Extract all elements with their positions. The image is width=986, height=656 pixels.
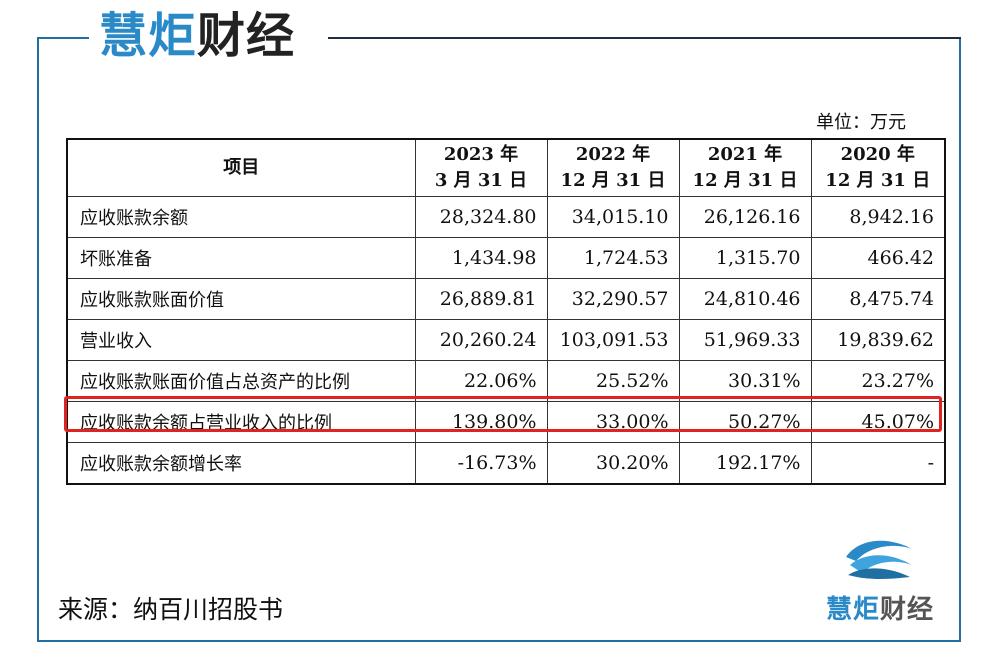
frame-top-line-right — [328, 37, 961, 39]
table-cell: - — [810, 442, 946, 485]
table-row: 应收账款余额增长率 -16.73% 30.20% 192.17% - — [66, 442, 946, 485]
table-cell: -16.73% — [414, 442, 548, 485]
table-cell: 30.31% — [678, 360, 812, 402]
table-cell: 8,475.74 — [810, 278, 946, 320]
table-cell: 28,324.80 — [414, 196, 548, 238]
footer-logo: 慧炬财经 — [810, 535, 950, 626]
row-label: 应收账款余额占营业收入的比例 — [66, 401, 416, 443]
header-logo-dark-text: 财经 — [197, 8, 296, 64]
row-label: 应收账款余额增长率 — [66, 442, 416, 485]
row-label: 应收账款余额 — [66, 196, 416, 238]
table-cell: 466.42 — [810, 237, 946, 279]
table-row: 应收账款账面价值 26,889.81 32,290.57 24,810.46 8… — [66, 278, 946, 320]
row-label: 营业收入 — [66, 319, 416, 361]
row-label: 坏账准备 — [66, 237, 416, 279]
table-cell: 20,260.24 — [414, 319, 548, 361]
table-cell: 19,839.62 — [810, 319, 946, 361]
table-cell: 33.00% — [546, 401, 680, 443]
table-row: 营业收入 20,260.24 103,091.53 51,969.33 19,8… — [66, 319, 946, 361]
table-row: 坏账准备 1,434.98 1,724.53 1,315.70 466.42 — [66, 237, 946, 279]
table-cell: 1,724.53 — [546, 237, 680, 279]
table-cell: 103,091.53 — [546, 319, 680, 361]
row-label: 应收账款账面价值占总资产的比例 — [66, 360, 416, 402]
logo-wave-icon — [846, 540, 912, 579]
table-row: 应收账款账面价值占总资产的比例 22.06% 25.52% 30.31% 23.… — [66, 360, 946, 402]
table-cell: 50.27% — [678, 401, 812, 443]
unit-label: 单位：万元 — [816, 112, 906, 133]
table-row: 应收账款余额 28,324.80 34,015.10 26,126.16 8,9… — [66, 196, 946, 238]
table-cell: 22.06% — [414, 360, 548, 402]
table-cell: 45.07% — [810, 401, 946, 443]
source-caption: 来源：纳百川招股书 — [58, 595, 284, 624]
table-cell: 25.52% — [546, 360, 680, 402]
table-cell: 30.20% — [546, 442, 680, 485]
table-cell: 51,969.33 — [678, 319, 812, 361]
table-cell: 23.27% — [810, 360, 946, 402]
table-cell: 24,810.46 — [678, 278, 812, 320]
footer-logo-text: 慧炬财经 — [825, 595, 935, 625]
table-cell: 139.80% — [414, 401, 548, 443]
table-cell: 32,290.57 — [546, 278, 680, 320]
content-frame — [37, 37, 961, 642]
header-logo: 慧炬财经 — [95, 8, 300, 64]
table-row-highlighted: 应收账款余额占营业收入的比例 139.80% 33.00% 50.27% 45.… — [66, 401, 946, 443]
header-item: 项目 — [66, 138, 416, 197]
table-cell: 26,126.16 — [678, 196, 812, 238]
table-cell: 192.17% — [678, 442, 812, 485]
header-logo-blue-text: 慧炬 — [99, 8, 198, 64]
frame-top-line-left — [37, 37, 89, 39]
header-2020: 2020 年 12 月 31 日 — [810, 138, 946, 197]
table-cell: 26,889.81 — [414, 278, 548, 320]
header-2021: 2021 年 12 月 31 日 — [678, 138, 812, 197]
table-cell: 8,942.16 — [810, 196, 946, 238]
row-label: 应收账款账面价值 — [66, 278, 416, 320]
header-2022: 2022 年 12 月 31 日 — [546, 138, 680, 197]
table-cell: 1,434.98 — [414, 237, 548, 279]
table-cell: 34,015.10 — [546, 196, 680, 238]
table-cell: 1,315.70 — [678, 237, 812, 279]
